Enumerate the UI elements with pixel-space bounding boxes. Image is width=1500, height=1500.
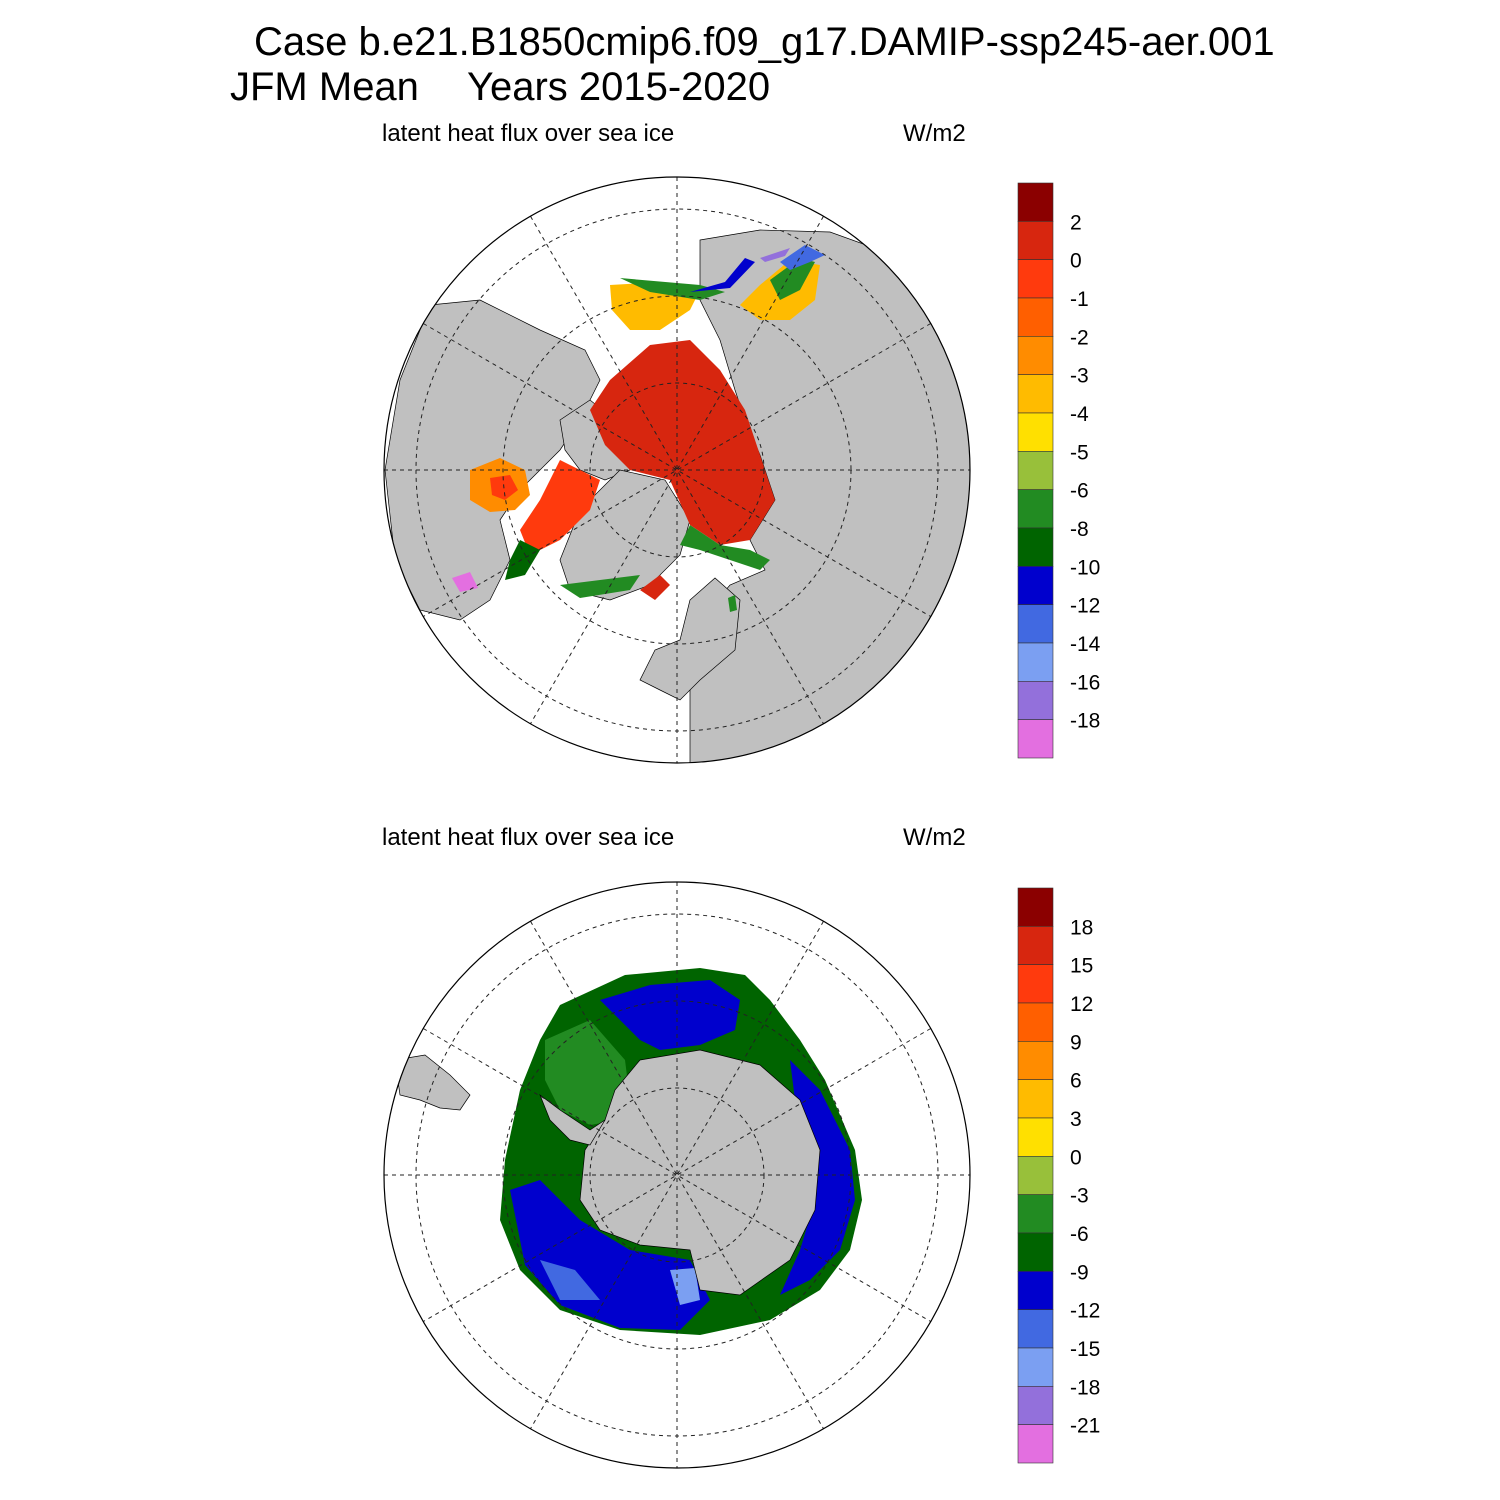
figure-title-case: Case b.e21.B1850cmip6.f09_g17.DAMIP-ssp2… (254, 20, 1275, 64)
colorbar-swatch (1017, 221, 1054, 260)
central-arctic-sea-ice (590, 340, 775, 545)
colorbar-swatch (1017, 182, 1054, 222)
antarctic-graticule (384, 882, 970, 1468)
panel-1-units-label: W/m2 (903, 120, 966, 147)
colorbar-swatch (1017, 926, 1054, 965)
colorbar-swatch (1017, 964, 1054, 1004)
colorbar-tick-label: -5 (1070, 441, 1089, 464)
colorbar-tick-label: -4 (1070, 403, 1089, 426)
colorbar-tick-label: 3 (1070, 1108, 1082, 1131)
colorbar-tick-label: -6 (1070, 1223, 1089, 1246)
colorbar-tick-label: -3 (1070, 365, 1089, 388)
colorbar-tick-label: -8 (1070, 518, 1089, 541)
colorbar-swatch (1017, 1117, 1054, 1157)
colorbar-tick-label: 15 (1070, 955, 1093, 978)
season-label: JFM Mean (230, 65, 419, 109)
europe-land (639, 577, 741, 701)
colorbar-swatch (1017, 1079, 1054, 1119)
colorbar-swatch (1017, 1156, 1054, 1195)
colorbar-swatch (1017, 1347, 1054, 1387)
colorbar-swatch (1017, 887, 1054, 927)
colorbar-swatch (1017, 374, 1054, 414)
colorbar-swatch (1017, 566, 1054, 605)
antarctic-peninsula-land (539, 1093, 606, 1146)
colorbar-tick-label: 2 (1070, 211, 1082, 234)
colorbar-swatch (1017, 1424, 1054, 1464)
colorbar-tick-label: -15 (1070, 1338, 1100, 1361)
colorbar-tick-label: -18 (1070, 1376, 1100, 1399)
bering-blue-edge (690, 258, 755, 292)
years-label: Years 2015-2020 (466, 65, 771, 109)
bering-ice-edge (620, 278, 725, 300)
panel-2-variable-label: latent heat flux over sea ice (382, 824, 675, 851)
colorbar-swatch (1017, 681, 1054, 720)
colorbar-tick-label: 12 (1070, 993, 1093, 1016)
colorbar-tick-label: 6 (1070, 1070, 1082, 1093)
colorbar-tick-label: -10 (1070, 556, 1100, 579)
colorbar-swatch (1017, 451, 1054, 490)
colorbar-swatch (1017, 1386, 1054, 1425)
okhotsk-blue (780, 245, 825, 270)
barents-ice-edge (680, 525, 770, 570)
arctic-map-border (383, 176, 971, 764)
colorbar-tick-label: -1 (1070, 288, 1089, 311)
arctic-polar-map (383, 176, 971, 764)
colorbar-tick-label: -14 (1070, 633, 1101, 656)
colorbar-swatch (1017, 1041, 1054, 1080)
colorbar-swatch (1017, 1002, 1054, 1042)
colorbar-tick-label: -12 (1070, 595, 1100, 618)
antarctic-polar-map (383, 881, 971, 1469)
panel-1-variable-label: latent heat flux over sea ice (382, 120, 675, 147)
colorbar-swatch (1017, 297, 1054, 337)
okhotsk-purple (760, 248, 790, 262)
colorbar-swatch (1017, 259, 1054, 299)
antarctic-colorbar: 18 15 12 9 6 3 0 -3 -6 -9 -12 -15 -18 -21 (1017, 887, 1100, 1464)
colorbar-tick-label: 18 (1070, 916, 1093, 939)
colorbar-swatch (1017, 642, 1054, 682)
colorbar-tick-label: 9 (1070, 1031, 1082, 1054)
colorbar-tick-label: 0 (1070, 1146, 1082, 1169)
baffin-ice-edge (505, 540, 540, 580)
antarctic-map-border (383, 881, 971, 1469)
panel-2-units-label: W/m2 (903, 824, 966, 851)
greenland-sea-edge (560, 575, 640, 598)
baffin-sea-ice (520, 460, 600, 555)
weddell-sea-ice (545, 1020, 630, 1125)
colorbar-tick-label: -3 (1070, 1185, 1089, 1208)
colorbar-tick-label: -6 (1070, 480, 1089, 503)
colorbar-tick-label: -16 (1070, 671, 1100, 694)
colorbar-swatch (1017, 336, 1054, 375)
colorbar-swatch (1017, 1194, 1054, 1234)
baltic-ice (728, 595, 737, 612)
colorbar-tick-label: -18 (1070, 710, 1100, 733)
colorbar-swatch (1017, 1232, 1054, 1272)
colorbar-swatch (1017, 1271, 1054, 1310)
ross-sea-light (540, 1260, 600, 1300)
colorbar-tick-label: -2 (1070, 326, 1089, 349)
colorbar-swatch (1017, 604, 1054, 644)
colorbar-tick-label: -21 (1070, 1415, 1100, 1438)
colorbar-tick-label: 0 (1070, 250, 1082, 273)
colorbar-swatch (1017, 489, 1054, 529)
arctic-colorbar: 2 0 -1 -2 -3 -4 -5 -6 -8 -10 -12 -14 -16 -18 (1017, 182, 1101, 759)
colorbar-tick-label: -9 (1070, 1261, 1089, 1284)
st-lawrence-ice (452, 572, 478, 592)
colorbar-swatch (1017, 412, 1054, 452)
okhotsk-green (770, 258, 815, 300)
figure-title-period: JFM Mean Years 2015-2020 (230, 67, 770, 107)
colorbar-swatch (1017, 1309, 1054, 1349)
colorbar-tick-label: -12 (1070, 1300, 1100, 1323)
pacific-sector-blue (600, 980, 740, 1050)
colorbar-swatch (1017, 527, 1054, 567)
east-greenland-ice (640, 575, 670, 600)
arctic-graticule (384, 177, 970, 763)
colorbar-swatch (1017, 719, 1054, 759)
